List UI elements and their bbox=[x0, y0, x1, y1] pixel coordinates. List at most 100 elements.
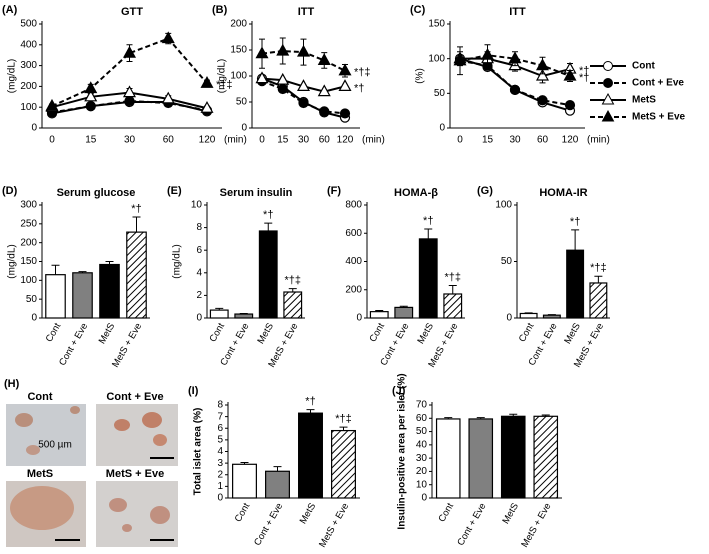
x-tick-label: 15 bbox=[482, 135, 494, 146]
bar bbox=[126, 231, 147, 319]
y-tick-label: 100 bbox=[495, 200, 512, 211]
legend-label: MetS bbox=[632, 95, 656, 106]
bar bbox=[232, 463, 257, 499]
legend-label: Cont + Eve bbox=[632, 78, 684, 89]
point bbox=[161, 91, 175, 104]
point bbox=[276, 43, 290, 56]
y-tick-label: 3 bbox=[217, 458, 223, 469]
annotation: *†‡ bbox=[354, 67, 371, 79]
panel-label: (B) bbox=[212, 4, 228, 16]
y-tick-label: 5 bbox=[217, 435, 223, 446]
islet bbox=[114, 419, 130, 431]
bar bbox=[99, 263, 120, 319]
bar bbox=[500, 415, 526, 499]
y-tick-label: 250 bbox=[20, 218, 37, 229]
bar bbox=[566, 249, 585, 319]
point bbox=[122, 45, 137, 58]
point bbox=[276, 72, 290, 85]
point bbox=[84, 81, 98, 94]
chart-title: GTT bbox=[121, 6, 143, 18]
y-tick-label: 600 bbox=[345, 228, 362, 239]
point bbox=[298, 97, 309, 109]
panel-label: (A) bbox=[2, 4, 18, 16]
annotation: *†‡ bbox=[284, 275, 301, 287]
error-bar bbox=[264, 222, 273, 231]
annotation: *† bbox=[263, 209, 273, 221]
y-tick-label: 400 bbox=[345, 256, 362, 267]
x-tick-label: 120 bbox=[337, 135, 354, 146]
error-bar bbox=[571, 229, 580, 251]
panel-label: (G) bbox=[477, 185, 493, 197]
x-tick-label: 120 bbox=[562, 135, 579, 146]
error-bar bbox=[594, 275, 603, 283]
point bbox=[296, 44, 311, 57]
legend-marker bbox=[603, 61, 613, 71]
micrograph bbox=[96, 404, 178, 466]
bar bbox=[258, 230, 278, 319]
islet bbox=[142, 412, 162, 428]
y-tick-label: 20 bbox=[416, 466, 428, 477]
x-tick-label: Cont bbox=[207, 321, 227, 344]
y-axis-label: Insulin-positive area per islet (%) bbox=[397, 373, 408, 529]
series-line bbox=[459, 54, 571, 77]
y-tick-label: 0 bbox=[356, 313, 362, 324]
y-tick-label: 200 bbox=[20, 237, 37, 248]
x-tick-label: 120 bbox=[199, 135, 216, 146]
x-tick-label: 0 bbox=[49, 135, 55, 146]
bar bbox=[542, 314, 561, 319]
point bbox=[339, 108, 351, 119]
y-tick-label: 0 bbox=[31, 123, 37, 134]
bar bbox=[234, 313, 254, 319]
point bbox=[453, 53, 467, 66]
point bbox=[85, 101, 96, 112]
y-tick-label: 800 bbox=[345, 200, 362, 211]
point bbox=[338, 79, 352, 91]
bar bbox=[519, 312, 538, 319]
y-tick-label: 0 bbox=[31, 313, 37, 324]
micrograph-caption: MetS bbox=[27, 468, 53, 480]
x-axis-unit: (min) bbox=[224, 135, 247, 146]
point bbox=[535, 68, 550, 81]
micrograph-caption: MetS + Eve bbox=[106, 468, 164, 480]
y-tick-label: 60 bbox=[416, 413, 428, 424]
x-tick-label: Cont bbox=[44, 321, 64, 344]
x-tick-label: 0 bbox=[457, 135, 463, 146]
y-tick-label: 10 bbox=[416, 479, 428, 490]
y-tick-label: 300 bbox=[20, 60, 37, 71]
x-tick-label: MetS bbox=[255, 321, 276, 346]
panel-label: (J) bbox=[392, 385, 406, 397]
islet bbox=[109, 498, 127, 512]
chart-title: ITT bbox=[298, 6, 315, 18]
y-tick-label: 400 bbox=[20, 39, 37, 50]
bar bbox=[72, 272, 93, 319]
x-tick-label: 60 bbox=[163, 135, 175, 146]
legend-label: MetS + Eve bbox=[632, 112, 686, 123]
x-tick-label: 30 bbox=[298, 135, 310, 146]
chart-title: HOMA-β bbox=[394, 187, 438, 199]
point bbox=[319, 106, 330, 117]
islet bbox=[10, 486, 74, 530]
legend-marker bbox=[603, 78, 613, 88]
y-axis-label: Total islet area (%) bbox=[193, 408, 204, 496]
bar bbox=[589, 282, 608, 319]
chart-title: HOMA-IR bbox=[539, 187, 587, 199]
y-tick-label: 50 bbox=[501, 256, 513, 267]
y-tick-label: 300 bbox=[20, 200, 37, 211]
panel-label: (I) bbox=[188, 385, 199, 397]
y-tick-label: 2 bbox=[196, 290, 202, 301]
bar bbox=[298, 412, 323, 499]
chart-title: Serum glucose bbox=[57, 187, 136, 199]
series-line bbox=[51, 37, 208, 108]
point bbox=[564, 100, 576, 111]
annotation: *† bbox=[305, 396, 315, 408]
y-tick-label: 50 bbox=[416, 426, 428, 437]
x-tick-label: 60 bbox=[537, 135, 549, 146]
y-tick-label: 0 bbox=[217, 493, 223, 504]
bar bbox=[468, 418, 494, 499]
point bbox=[480, 47, 495, 60]
x-tick-label: Cont + Eve bbox=[252, 501, 285, 547]
y-tick-label: 8 bbox=[196, 222, 202, 233]
bar bbox=[331, 429, 356, 499]
x-tick-label: Cont bbox=[367, 321, 387, 344]
y-tick-label: 4 bbox=[196, 267, 202, 278]
